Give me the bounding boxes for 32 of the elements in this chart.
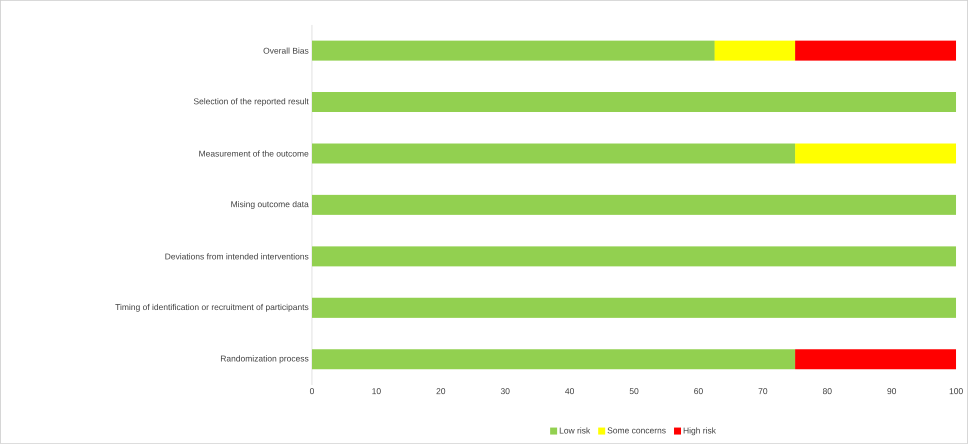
bar xyxy=(312,246,956,266)
x-tick-label: 30 xyxy=(500,388,510,394)
bar xyxy=(312,144,796,164)
legend-label: Some concerns xyxy=(608,428,666,434)
y-tick-label: Measurement of the outcome xyxy=(199,150,308,157)
bar xyxy=(795,144,956,164)
bar xyxy=(312,349,796,370)
bar xyxy=(795,349,956,370)
x-tick-label: 90 xyxy=(887,388,896,394)
x-tick-label: 100 xyxy=(950,388,963,394)
x-tick-label: 70 xyxy=(758,388,768,394)
y-tick-label: Selection of the reported result xyxy=(194,98,309,106)
y-tick-label: Timing of identification or recruitment of participants xyxy=(115,304,308,312)
legend-label: High risk xyxy=(684,427,716,436)
bar xyxy=(312,194,956,215)
y-tick-label: Randomization process xyxy=(220,355,308,364)
x-tick-label: 40 xyxy=(565,388,574,394)
bar xyxy=(312,92,956,112)
x-tick-label: 20 xyxy=(436,388,446,394)
bar xyxy=(312,40,715,61)
x-tick-label: 10 xyxy=(372,388,381,394)
y-tick-label: Mising outcome data xyxy=(231,201,309,209)
bar xyxy=(312,298,956,318)
x-tick-label: 50 xyxy=(630,388,638,394)
y-tick-label: Deviations from intended interventions xyxy=(165,253,308,260)
bar xyxy=(714,40,796,61)
x-tick-label: 80 xyxy=(822,388,832,394)
bar xyxy=(795,40,956,61)
y-tick-label: Overall Bias xyxy=(264,48,308,54)
legend-label: Low risk xyxy=(560,427,590,434)
x-tick-label: 60 xyxy=(694,388,703,394)
x-tick-label: 0 xyxy=(310,388,314,394)
